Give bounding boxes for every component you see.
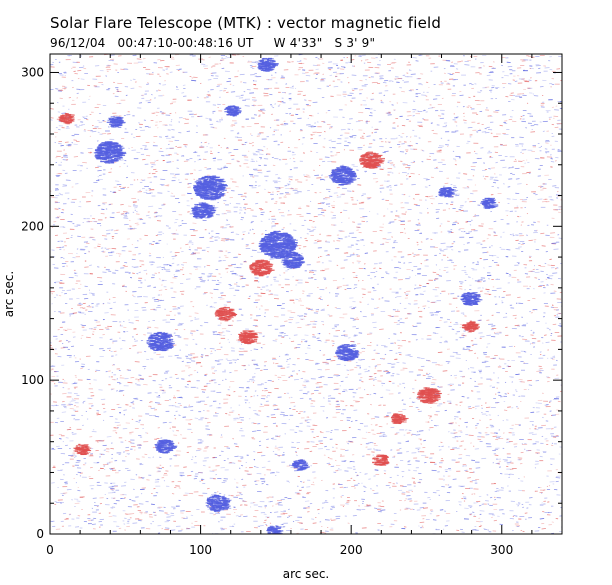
- plot-frame: [49, 53, 563, 535]
- positive-polarity-patch-0: [359, 151, 385, 169]
- positive-polarity-patch-1: [249, 259, 275, 277]
- y-axis-label: arc sec.: [2, 271, 16, 317]
- y-tick-label: 300: [21, 65, 44, 79]
- y-tick-label: 200: [21, 219, 44, 233]
- negative-polarity-patch-8: [460, 292, 483, 306]
- axis-ticks: [49, 54, 563, 535]
- negative-polarity-patch-16: [292, 459, 310, 471]
- chart-subtitle: 96/12/04 00:47:10-00:48:16 UT W 4'33" S …: [50, 36, 376, 50]
- negative-polarity-patch-14: [224, 105, 242, 117]
- positive-polarity-patch-6: [372, 454, 390, 466]
- negative-polarity-patch-13: [257, 57, 279, 72]
- positive-polarity-patch-9: [390, 413, 409, 425]
- negative-polarity-patch-6: [328, 165, 357, 186]
- negative-polarity-patch-15: [106, 116, 126, 128]
- x-tick-label: 100: [189, 543, 212, 557]
- x-tick-label: 200: [340, 543, 363, 557]
- positive-polarity-patch-3: [238, 330, 259, 345]
- chart-title: Solar Flare Telescope (MTK) : vector mag…: [50, 14, 442, 32]
- positive-polarity-patch-7: [461, 320, 480, 332]
- y-tick-label: 0: [36, 527, 44, 541]
- negative-polarity-patch-2: [193, 175, 228, 201]
- x-axis-label: arc sec.: [283, 567, 329, 581]
- negative-polarity-patch-1: [280, 251, 306, 269]
- negative-polarity-patch-7: [335, 344, 360, 362]
- positive-polarity-patch-8: [58, 113, 75, 125]
- negative-polarity-patch-17: [266, 525, 284, 534]
- x-tick-label: 300: [490, 543, 513, 557]
- negative-polarity-patch-3: [191, 202, 217, 219]
- negative-polarity-patch-10: [480, 197, 499, 209]
- negative-polarity-patch-11: [154, 439, 178, 454]
- negative-polarity-patch-4: [93, 141, 127, 164]
- negative-polarity-patch-0: [258, 230, 298, 259]
- positive-polarity-patch-4: [416, 387, 442, 404]
- y-tick-label: 100: [21, 373, 44, 387]
- x-tick-label: 0: [46, 543, 54, 557]
- positive-polarity-patch-5: [73, 443, 92, 456]
- field-noise: [50, 54, 562, 534]
- magnetic-field-area: [50, 54, 562, 534]
- negative-polarity-patch-12: [205, 494, 231, 512]
- plot-background: [50, 54, 562, 534]
- positive-polarity-patch-2: [214, 306, 238, 322]
- negative-polarity-patch-9: [438, 187, 457, 198]
- negative-polarity-patch-5: [146, 331, 175, 352]
